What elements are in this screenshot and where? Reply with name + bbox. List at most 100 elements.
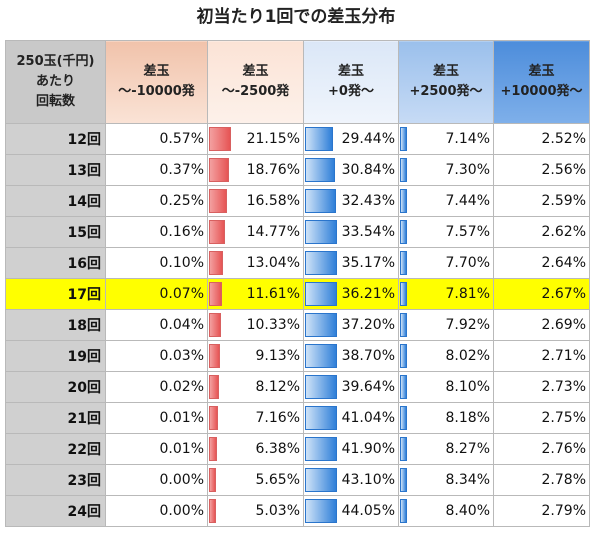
value-cell: 8.34% <box>398 464 494 496</box>
red-data-bar <box>209 499 216 523</box>
blue-data-bar <box>305 499 337 523</box>
blue-data-bar <box>305 251 337 275</box>
table-body: 12回 0.57% 21.15% 29.44% 7.14% 2.52% 13回 0.37% 18… <box>5 123 590 527</box>
blue-data-bar <box>305 437 337 461</box>
value-cell: 0.10% <box>105 247 208 279</box>
value-cell: 0.00% <box>105 495 208 527</box>
header-col-4-line1: 差玉 <box>432 64 459 79</box>
value-text: 32.43% <box>341 193 395 209</box>
value-text: 9.13% <box>255 348 300 364</box>
red-data-bar <box>209 468 217 492</box>
value-cell: 7.44% <box>398 185 494 217</box>
blue-data-bar <box>400 220 407 244</box>
table-row: 20回 0.02% 8.12% 39.64% 8.10% 2.73% <box>5 371 590 403</box>
value-text: 33.54% <box>341 224 395 240</box>
value-text: 5.03% <box>255 503 300 519</box>
value-cell: 2.73% <box>493 371 590 403</box>
value-text: 0.37% <box>159 162 204 178</box>
value-cell: 8.27% <box>398 433 494 465</box>
value-text: 2.69% <box>541 317 586 333</box>
value-text: 0.04% <box>159 317 204 333</box>
header-col-1: 差玉 ～-10000発 <box>105 40 208 124</box>
value-text: 21.15% <box>246 131 300 147</box>
value-text: 8.12% <box>255 379 300 395</box>
header-col-2-line2: ～-2500発 <box>221 84 290 99</box>
blue-data-bar <box>305 282 337 306</box>
value-text: 2.75% <box>541 410 586 426</box>
value-cell: 36.21% <box>303 278 399 310</box>
value-text: 0.25% <box>159 193 204 209</box>
value-cell: 2.56% <box>493 154 590 186</box>
value-cell: 0.03% <box>105 340 208 372</box>
value-text: 8.02% <box>445 348 490 364</box>
value-cell: 7.16% <box>207 402 304 434</box>
value-text: 39.64% <box>341 379 395 395</box>
value-cell: 7.81% <box>398 278 494 310</box>
value-cell: 2.78% <box>493 464 590 496</box>
value-text: 14.77% <box>246 224 300 240</box>
value-cell: 41.04% <box>303 402 399 434</box>
spins-cell: 23回 <box>5 464 106 496</box>
value-text: 37.20% <box>341 317 395 333</box>
spins-cell: 21回 <box>5 402 106 434</box>
value-text: 7.30% <box>445 162 490 178</box>
header-spins-line3: 回転数 <box>35 94 75 109</box>
value-text: 2.64% <box>541 255 586 271</box>
value-cell: 2.59% <box>493 185 590 217</box>
value-text: 7.57% <box>445 224 490 240</box>
value-cell: 8.10% <box>398 371 494 403</box>
blue-data-bar <box>305 468 337 492</box>
value-cell: 44.05% <box>303 495 399 527</box>
header-col-4-line2: +2500発～ <box>409 84 483 99</box>
value-cell: 11.61% <box>207 278 304 310</box>
value-cell: 13.04% <box>207 247 304 279</box>
value-text: 29.44% <box>341 131 395 147</box>
header-col-5: 差玉 +10000発～ <box>493 40 590 124</box>
value-text: 44.05% <box>341 503 395 519</box>
value-cell: 0.25% <box>105 185 208 217</box>
value-cell: 0.07% <box>105 278 208 310</box>
value-cell: 37.20% <box>303 309 399 341</box>
value-cell: 16.58% <box>207 185 304 217</box>
value-cell: 8.12% <box>207 371 304 403</box>
value-text: 7.70% <box>445 255 490 271</box>
value-cell: 18.76% <box>207 154 304 186</box>
red-data-bar <box>209 344 220 368</box>
value-cell: 33.54% <box>303 216 399 248</box>
spins-cell: 15回 <box>5 216 106 248</box>
value-cell: 0.02% <box>105 371 208 403</box>
header-spins-line1: 250玉(千円) <box>16 54 95 69</box>
value-text: 11.61% <box>246 286 300 302</box>
header-col-3-line2: +0発～ <box>328 84 374 99</box>
value-cell: 29.44% <box>303 123 399 155</box>
value-text: 6.38% <box>255 441 300 457</box>
red-data-bar <box>209 251 224 275</box>
distribution-table: 250玉(千円) あたり 回転数 差玉 ～-10000発 差玉 ～-2500発 … <box>5 40 590 527</box>
value-text: 2.52% <box>541 131 586 147</box>
value-text: 0.16% <box>159 224 204 240</box>
spins-cell: 13回 <box>5 154 106 186</box>
value-text: 0.00% <box>159 472 204 488</box>
value-cell: 0.01% <box>105 433 208 465</box>
spins-cell: 22回 <box>5 433 106 465</box>
table-row: 23回 0.00% 5.65% 43.10% 8.34% 2.78% <box>5 464 590 496</box>
blue-data-bar <box>305 220 337 244</box>
table-row: 14回 0.25% 16.58% 32.43% 7.44% 2.59% <box>5 185 590 217</box>
value-cell: 7.14% <box>398 123 494 155</box>
blue-data-bar <box>400 282 407 306</box>
value-text: 7.44% <box>445 193 490 209</box>
value-text: 10.33% <box>246 317 300 333</box>
table-row: 19回 0.03% 9.13% 38.70% 8.02% 2.71% <box>5 340 590 372</box>
value-cell: 7.30% <box>398 154 494 186</box>
value-text: 13.04% <box>246 255 300 271</box>
value-cell: 0.16% <box>105 216 208 248</box>
value-cell: 2.69% <box>493 309 590 341</box>
value-cell: 2.76% <box>493 433 590 465</box>
value-cell: 7.70% <box>398 247 494 279</box>
header-col-2-line1: 差玉 <box>242 64 269 79</box>
value-text: 0.03% <box>159 348 204 364</box>
value-cell: 32.43% <box>303 185 399 217</box>
value-cell: 0.00% <box>105 464 208 496</box>
spins-cell: 16回 <box>5 247 106 279</box>
spins-cell: 18回 <box>5 309 106 341</box>
